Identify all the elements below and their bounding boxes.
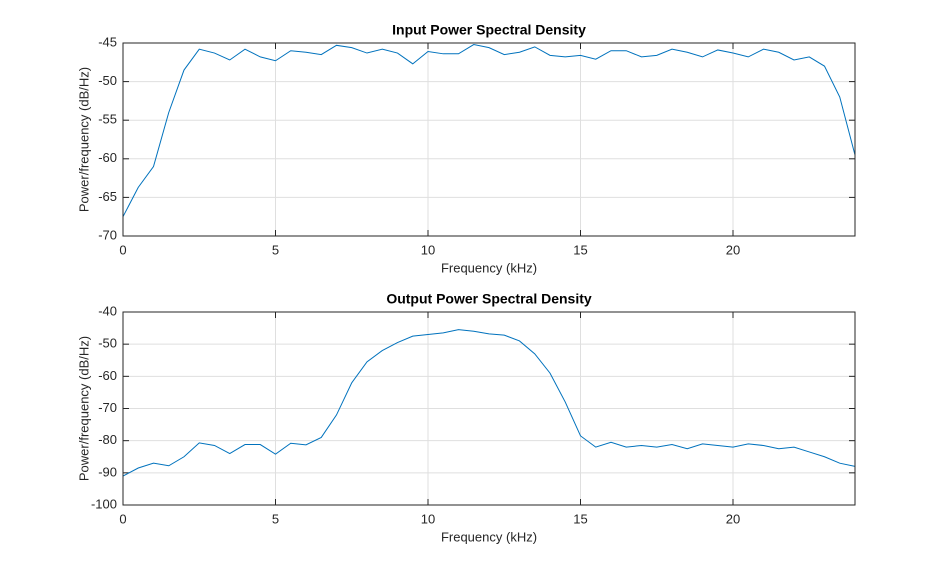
- plot-area: [123, 43, 855, 236]
- y-tick-label: -100: [91, 496, 117, 511]
- chart-title: Output Power Spectral Density: [386, 291, 592, 307]
- y-tick-label: -80: [98, 432, 117, 447]
- y-tick-label: -70: [98, 400, 117, 415]
- y-tick-label: -55: [98, 112, 117, 127]
- x-tick-label: 10: [421, 242, 435, 257]
- y-tick-label: -50: [98, 73, 117, 88]
- x-tick-label: 5: [272, 511, 279, 526]
- x-tick-label: 0: [119, 242, 126, 257]
- x-tick-label: 0: [119, 511, 126, 526]
- y-tick-label: -70: [98, 227, 117, 242]
- x-tick-label: 20: [726, 242, 740, 257]
- y-tick-label: -50: [98, 336, 117, 351]
- x-axis-label: Frequency (kHz): [441, 260, 537, 275]
- axes-box: [122, 42, 856, 237]
- data-line: [122, 44, 856, 217]
- y-axis-label: Power/frequency (dB/Hz): [76, 67, 91, 212]
- x-axis-label: Frequency (kHz): [441, 529, 537, 544]
- data-line: [122, 329, 856, 477]
- x-tick-label: 10: [421, 511, 435, 526]
- chart-title: Input Power Spectral Density: [392, 22, 586, 38]
- x-tick-label: 20: [726, 511, 740, 526]
- y-tick-label: -40: [98, 303, 117, 318]
- y-tick-label: -65: [98, 189, 117, 204]
- x-tick-label: 15: [573, 511, 587, 526]
- y-tick-label: -60: [98, 368, 117, 383]
- y-axis-label: Power/frequency (dB/Hz): [76, 336, 91, 481]
- y-tick-label: -60: [98, 150, 117, 165]
- y-tick-label: -45: [98, 34, 117, 49]
- y-tick-label: -90: [98, 464, 117, 479]
- x-tick-label: 5: [272, 242, 279, 257]
- x-tick-label: 15: [573, 242, 587, 257]
- axes-box: [122, 311, 856, 506]
